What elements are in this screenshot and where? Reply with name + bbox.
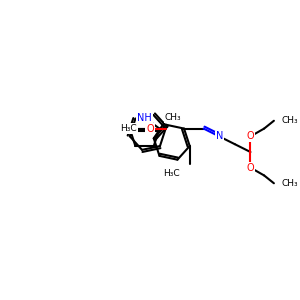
Text: CH₃: CH₃ (165, 113, 181, 122)
Text: N: N (215, 131, 223, 141)
Text: NH: NH (137, 113, 152, 123)
Text: H₃C: H₃C (163, 169, 180, 178)
Text: O: O (146, 124, 154, 134)
Text: H₃C: H₃C (120, 124, 137, 133)
Text: O: O (247, 131, 254, 141)
Text: CH₃: CH₃ (282, 116, 298, 125)
Text: O: O (247, 163, 254, 172)
Text: CH₃: CH₃ (282, 179, 298, 188)
